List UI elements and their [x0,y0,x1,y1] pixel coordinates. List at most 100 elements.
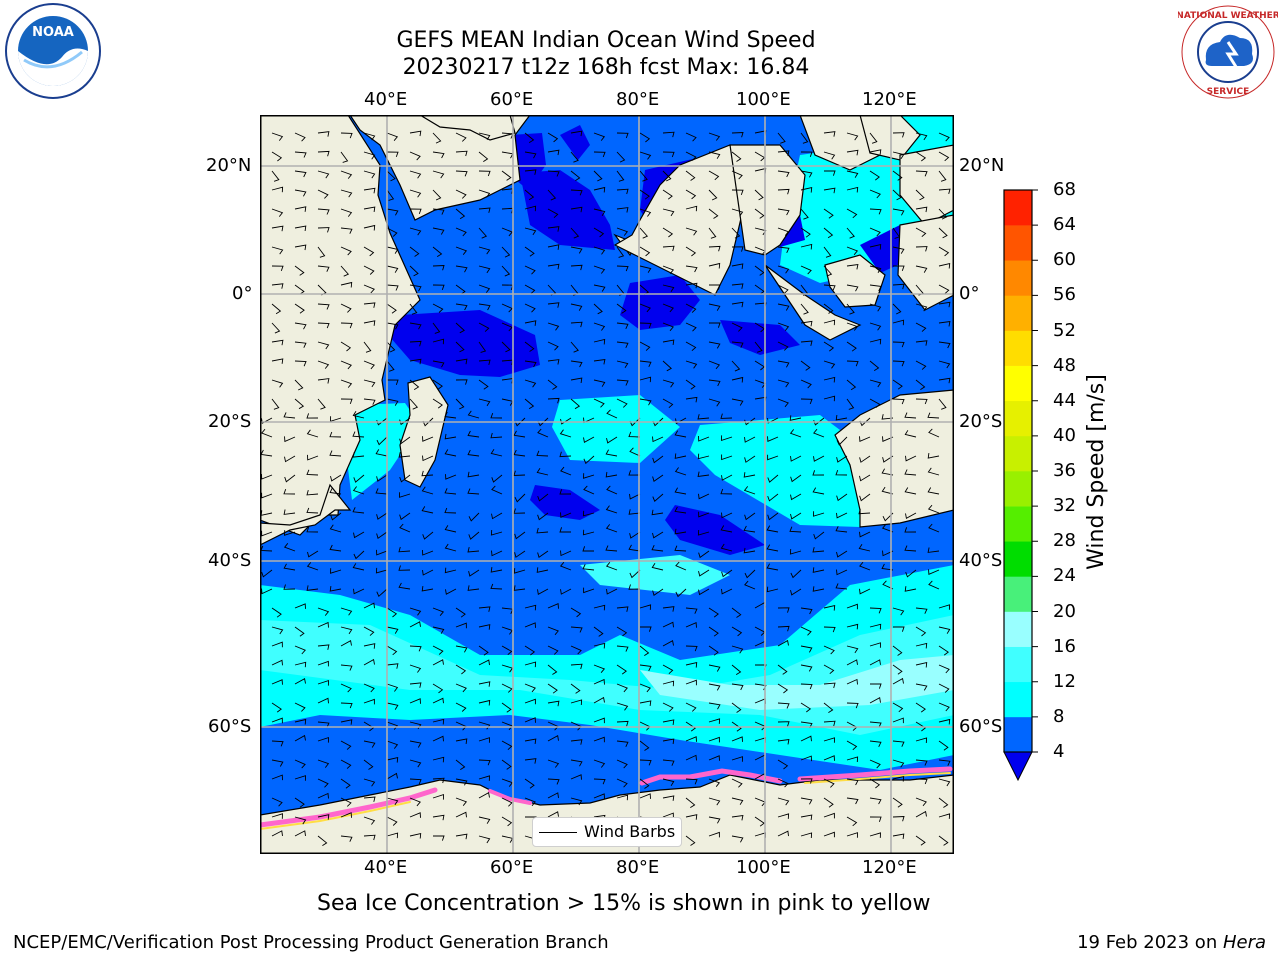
wind-barb [800,360,811,371]
wind-barb [386,208,399,216]
wind-barb [708,831,720,838]
wind-barb [892,246,905,254]
wind-barb [478,379,489,390]
wind-barb [790,455,802,462]
wind-barb [283,412,296,419]
wind-barb [593,736,605,743]
wind-barb [662,759,675,766]
wind-barb [422,436,434,442]
wind-barb [662,322,674,332]
wind-barb [789,415,802,421]
wind-barb [306,489,319,496]
wind-barb [846,246,859,256]
wind-barb [892,645,903,656]
lat-label-right-20s: 20°S [959,411,1003,432]
wind-barb [294,132,306,142]
wind-barb [685,205,698,212]
wind-barb [363,170,376,179]
wind-barb [376,549,388,556]
wind-barb [813,511,825,517]
wind-barb [547,263,560,270]
wind-barb [294,645,306,655]
wind-barb [583,473,595,479]
wind-barb [363,658,375,666]
wind-barb [892,797,903,808]
lat-label-left-20n: 20°N [206,155,252,176]
wind-barb [905,455,917,462]
wind-barb [340,341,352,352]
wind-barb [800,265,812,275]
wind-barb [938,683,950,693]
wind-barb [846,756,859,763]
wind-barb [409,340,422,347]
wind-barb [846,379,857,391]
wind-barb [329,487,342,495]
wind-barb [409,379,420,390]
wind-barb [560,417,572,425]
wind-barb [869,149,882,155]
wind-barb [869,759,881,769]
wind-barb [524,398,535,410]
wind-barb [582,546,594,552]
wind-barb [846,341,857,352]
wind-barb [583,455,595,465]
wind-barb [869,132,878,144]
wind-barb [524,169,537,175]
wind-barb [271,151,283,162]
lon-label-bottom-60e: 60°E [490,857,534,878]
wind-barb [271,265,284,272]
wind-barb [524,604,537,611]
wind-barb [399,512,411,521]
wind-barb [674,453,687,459]
wind-barb [846,740,858,751]
wind-barb [823,303,834,314]
wind-barb [524,683,536,693]
wind-barb [340,322,353,329]
wind-barb [524,341,535,352]
lat-label-right-20n: 20°N [959,155,1005,176]
wind-barb [593,398,605,408]
wind-barb [409,621,421,628]
wind-barb [478,659,490,666]
wind-barb [823,797,834,808]
wind-barb [363,246,375,257]
noaa-logo: NOAA [5,3,101,99]
wind-barb [386,379,399,386]
wind-barb [570,663,583,670]
wind-barb [639,398,652,406]
wind-barb [501,759,512,770]
wind-barb [409,227,422,236]
wind-barb [698,588,710,596]
wind-barb [317,759,330,768]
wind-barb [386,663,399,669]
wind-barb [478,227,488,239]
wind-barb [938,284,950,294]
wind-barb [593,132,606,141]
wind-barb [892,189,902,201]
colorbar-tick-label: 40 [1053,424,1076,446]
wind-barb [317,660,329,667]
wind-barb [708,645,719,656]
wind-barb [881,486,894,495]
wind-barb [559,429,572,438]
nws-logo: NATIONAL WEATHER SERVICE [1178,5,1278,99]
wind-barb [547,626,559,636]
wind-barb [491,485,503,495]
wind-barb [605,524,618,533]
wind-barb [455,170,468,177]
wind-barb [892,607,905,616]
wind-barb [846,132,859,141]
wind-barb [938,702,950,712]
wind-barb [846,322,859,331]
wind-barb [478,606,491,612]
wind-barb [455,683,467,693]
wind-barb [455,645,468,653]
wind-barb [915,835,926,846]
wind-barb [928,428,940,438]
wind-barb [777,208,790,216]
wind-barb [283,563,296,571]
wind-barb [674,545,687,552]
wind-barb [524,303,536,313]
wind-barb [721,435,733,442]
wind-barb [432,227,445,235]
